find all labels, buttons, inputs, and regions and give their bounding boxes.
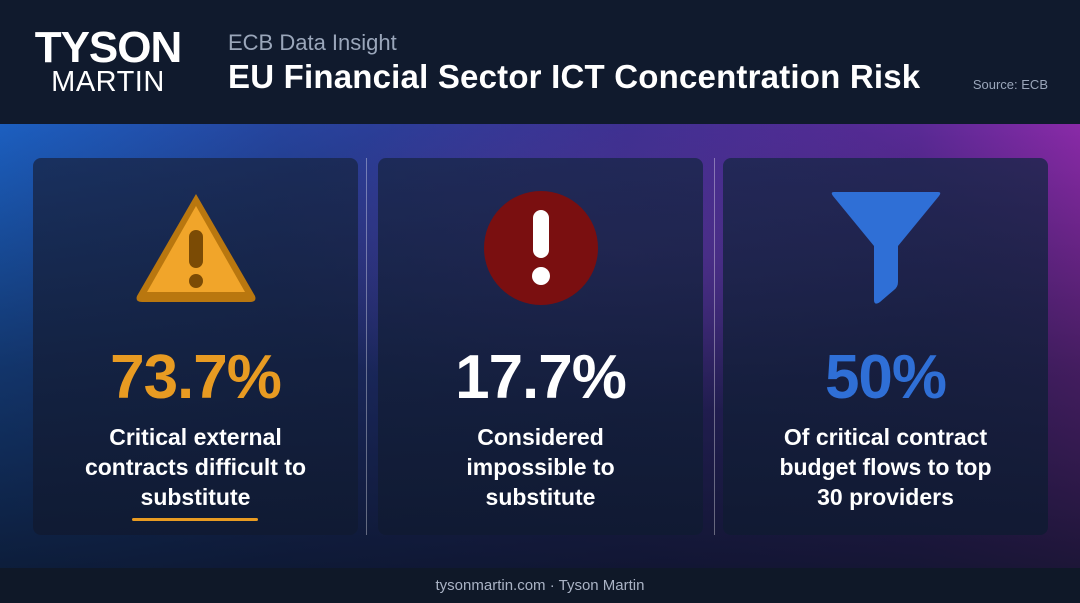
funnel-icon: [723, 188, 1048, 308]
accent-underline: [132, 518, 258, 521]
desc-line: Of critical contract: [783, 424, 988, 450]
subtitle: ECB Data Insight: [228, 30, 397, 55]
footer-credit[interactable]: tysonmartin.com · Tyson Martin: [435, 577, 645, 594]
stat-card-substitution-difficulty: 73.7% Critical external contracts diffic…: [33, 158, 358, 535]
source-label: Source: ECB: [972, 77, 1048, 92]
stat-description: Considered impossible to substitute: [400, 422, 681, 512]
stat-description: Of critical contract budget flows to top…: [745, 422, 1026, 512]
stat-description: Critical external contracts difficult to…: [55, 422, 336, 512]
desc-line: contracts difficult to: [84, 454, 307, 480]
stat-card-impossible-to-substitute: 17.7% Considered impossible to substitut…: [378, 158, 703, 535]
exclamation-circle-icon: [378, 188, 703, 308]
logo[interactable]: TYSON MARTIN: [32, 23, 184, 98]
stat-card-budget-concentration: 50% Of critical contract budget flows to…: [723, 158, 1048, 535]
page-title: EU Financial Sector ICT Concentration Ri…: [228, 58, 921, 95]
logo-top: TYSON: [34, 23, 183, 72]
desc-line: Critical external: [109, 424, 282, 450]
stat-value: 50%: [824, 343, 947, 412]
desc-line: impossible to: [466, 454, 615, 480]
stat-value: 17.7%: [455, 343, 627, 412]
warning-triangle-icon: [33, 188, 358, 308]
desc-line: substitute: [140, 484, 251, 510]
desc-line: budget flows to top: [779, 454, 992, 480]
header: TYSON MARTIN ECB Data Insight EU Financi…: [0, 0, 1080, 124]
divider: [714, 158, 715, 535]
desc-line: substitute: [485, 484, 596, 510]
logo-bottom: MARTIN: [51, 66, 165, 98]
desc-line: Considered: [477, 424, 604, 450]
stat-value: 73.7%: [110, 343, 282, 412]
footer: tysonmartin.com · Tyson Martin: [0, 568, 1080, 603]
divider: [366, 158, 367, 535]
desc-line: 30 providers: [817, 484, 954, 510]
